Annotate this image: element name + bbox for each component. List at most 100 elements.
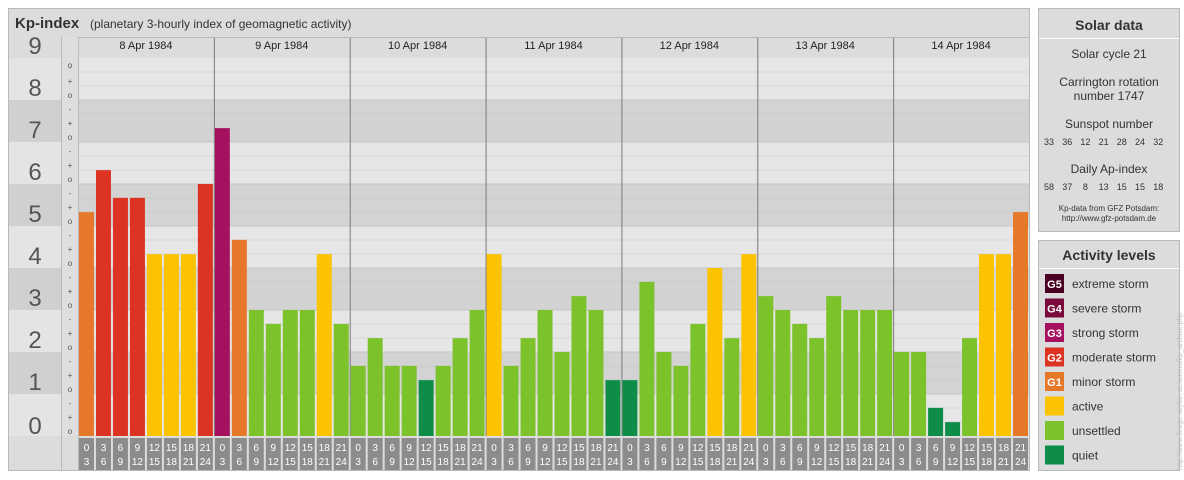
interval-start-label: 0: [491, 443, 497, 454]
interval-end-label: 24: [1015, 457, 1027, 468]
interval-end-label: 6: [101, 457, 107, 468]
interval-end-label: 18: [302, 457, 314, 468]
kp-bar: [316, 254, 332, 436]
interval-start-label: 9: [950, 443, 956, 454]
interval-cell: [741, 438, 757, 470]
interval-start-label: 12: [149, 443, 161, 454]
axis-band: [9, 100, 61, 142]
legend-swatch: [1045, 274, 1064, 293]
ap-value: 37: [1062, 182, 1072, 192]
y-minor-label: -: [69, 63, 72, 72]
y-minor-label: +: [68, 413, 73, 422]
y-tick-label: 0: [28, 413, 41, 440]
kp-bar: [265, 323, 281, 436]
interval-start-label: 0: [763, 443, 769, 454]
interval-cell: [520, 438, 536, 470]
interval-cell: [129, 438, 145, 470]
interval-start-label: 18: [726, 443, 738, 454]
interval-cell: [146, 438, 162, 470]
y-minor-label: o: [68, 427, 73, 436]
interval-end-label: 12: [132, 457, 144, 468]
interval-start-label: 3: [508, 443, 514, 454]
interval-end-label: 9: [254, 457, 260, 468]
y-tick-label: 5: [28, 201, 41, 228]
legend-badge: G4: [1047, 304, 1063, 316]
kp-bar: [129, 197, 145, 436]
interval-end-label: 9: [118, 457, 124, 468]
kp-bar: [707, 268, 723, 436]
interval-start-label: 0: [355, 443, 361, 454]
interval-cell: [316, 438, 332, 470]
y-tick-label: 8: [28, 75, 41, 102]
plot-background: [9, 37, 1029, 470]
axis-band: [9, 310, 61, 352]
interval-start-label: 6: [525, 443, 531, 454]
interval-end-label: 18: [845, 457, 857, 468]
interval-cell: [367, 438, 383, 470]
axis-band: [9, 352, 61, 394]
sunspot-label: Sunspot number: [1065, 117, 1153, 131]
kp-bar: [809, 338, 825, 436]
kp-bars: [79, 128, 1028, 436]
interval-cell: [452, 438, 468, 470]
source-line1: Kp-data from GFZ Potsdam:: [1059, 204, 1159, 213]
legend-label: severe storm: [1072, 302, 1141, 316]
interval-start-label: 3: [101, 443, 107, 454]
kp-bar: [452, 338, 468, 436]
interval-start-label: 15: [166, 443, 178, 454]
day-separators: [78, 37, 1029, 436]
kp-bar: [656, 352, 672, 436]
interval-start-label: 18: [319, 443, 331, 454]
kp-bar: [792, 323, 808, 436]
day-label: 14 Apr 1984: [931, 40, 990, 52]
interval-cell: [163, 438, 179, 470]
legend-badge: G5: [1047, 279, 1062, 291]
kp-bar: [520, 338, 536, 436]
interval-cell: [588, 438, 604, 470]
y-axis-labels: 0 1 2 3 4 5 6 7 8 9: [28, 33, 41, 440]
interval-end-label: 21: [862, 457, 874, 468]
interval-end-label: 24: [607, 457, 619, 468]
interval-start-label: 21: [1015, 443, 1027, 454]
kp-bar: [435, 365, 451, 436]
interval-end-label: 9: [933, 457, 939, 468]
kp-bar: [690, 323, 706, 436]
interval-start-label: 21: [879, 443, 891, 454]
y-tick-label: 3: [28, 285, 41, 312]
interval-cell: [401, 438, 417, 470]
interval-cell: [877, 438, 893, 470]
solar-cycle: Solar cycle 21: [1071, 47, 1147, 61]
kp-bar: [911, 352, 927, 436]
legend-swatch: [1045, 323, 1064, 342]
interval-start-label: 18: [183, 443, 195, 454]
interval-cell: [894, 438, 910, 470]
interval-end-label: 21: [183, 457, 195, 468]
interval-end-label: 18: [166, 457, 178, 468]
sunspot-value: 28: [1117, 137, 1127, 147]
interval-end-label: 18: [573, 457, 585, 468]
kp-bar: [350, 365, 366, 436]
interval-end-label: 6: [780, 457, 786, 468]
interval-start-label: 15: [438, 443, 450, 454]
interval-end-label: 6: [508, 457, 514, 468]
interval-start-label: 12: [556, 443, 568, 454]
kp-bar: [163, 254, 179, 436]
interval-cell: [792, 438, 808, 470]
interval-start-label: 18: [862, 443, 874, 454]
kp-bar: [758, 296, 774, 436]
interval-start-label: 21: [336, 443, 348, 454]
interval-start-label: 12: [692, 443, 704, 454]
interval-cell: [758, 438, 774, 470]
y-minor-label: +: [68, 203, 73, 212]
interval-start-label: 3: [372, 443, 378, 454]
ap-value: 8: [1083, 182, 1088, 192]
kp-bar: [180, 254, 196, 436]
kp-bar: [1013, 212, 1028, 436]
y-minor-label: o: [68, 343, 73, 352]
kp-bar: [724, 338, 740, 436]
y-tick-label: 7: [28, 117, 41, 144]
interval-end-label: 12: [811, 457, 823, 468]
legend-swatch: [1045, 372, 1064, 391]
interval-cell: [486, 438, 502, 470]
day-label: 8 Apr 1984: [119, 40, 172, 52]
